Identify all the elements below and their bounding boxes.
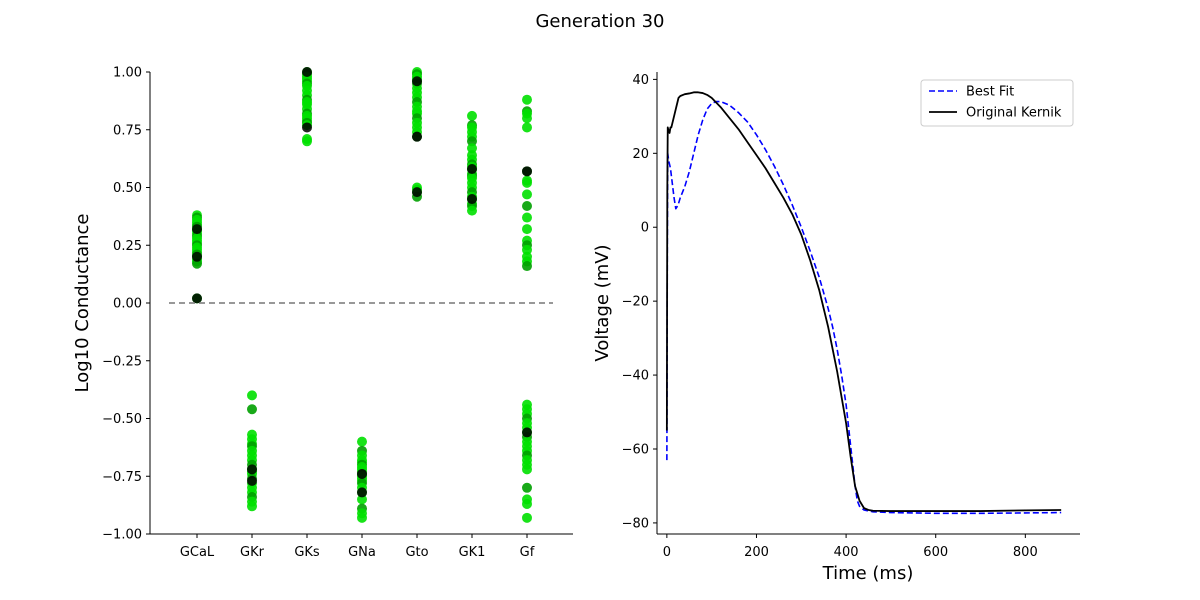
figure-title: Generation 30 [535,11,664,32]
right-x-axis-label: Time (ms) [822,563,914,584]
population-point-gf [522,512,532,523]
best-point-gna [357,468,367,479]
right-x-tick-label: 0 [663,545,671,560]
best-point-gk1 [467,194,477,205]
left-x-tick-label-gk1: GK1 [459,545,486,560]
right-x-tick-label: 600 [923,545,948,560]
left-x-tick-label-gkr: GKr [240,545,265,560]
conductance-scatter-panel: −1.00 −0.75 −0.50 −0.25 0.00 0.25 0.50 0.75 1.00… [72,66,573,560]
left-y-tick-label: 0.75 [113,123,142,138]
population-point-gk1 [467,143,477,154]
population-point-gna [357,512,367,523]
best-point-gto [412,187,422,198]
population-point-gf [522,482,532,493]
population-point-gks [302,136,312,147]
best-point-gcal [192,293,202,304]
right-y-tick-label: 20 [632,147,649,162]
population-point-gna [357,494,367,505]
scatter-points [192,67,532,523]
best-point-gf [522,427,532,438]
right-x-tick-label: 200 [744,545,769,560]
left-y-tick-label: −1.00 [102,528,142,543]
best-point-gcal [192,251,202,262]
population-point-gkr [247,404,257,415]
right-x-tick-label: 800 [1013,545,1038,560]
population-point-gf [522,189,532,200]
left-y-tick-label: 1.00 [113,66,142,81]
left-y-axis-label: Log10 Conductance [72,214,93,393]
legend-frame [920,79,1074,127]
population-point-gf [522,94,532,105]
series-line-original-kernik [665,91,1062,512]
population-point-gk1 [467,205,477,216]
population-point-gcal [192,258,202,269]
right-y-tick-label: 0 [641,221,649,236]
left-x-tick-label-gcal: GCaL [180,545,215,560]
best-point-gcal [192,224,202,235]
population-point-gf [522,200,532,211]
best-point-gk1 [467,164,477,175]
population-point-gf [522,464,532,475]
left-y-tick-label: 0.50 [113,181,142,196]
population-point-gna [357,436,367,447]
best-point-gf [522,166,532,177]
legend-label-best-fit: Best Fit [966,85,1014,100]
left-x-tick-label-gks: GKs [294,545,320,560]
population-point-gkr [247,390,257,401]
left-x-ticks: GCaL GKr GKs GNa Gto GK1 Gf [180,534,535,560]
best-point-gto [412,131,422,142]
left-y-tick-label: 0.00 [113,297,142,312]
left-y-ticks: −1.00 −0.75 −0.50 −0.25 0.00 0.25 0.50 0.75 1.00 [102,66,150,543]
population-point-gk1 [467,110,477,121]
left-x-tick-label-gto: Gto [405,545,428,560]
population-point-gf [522,244,532,255]
right-x-tick-label: 400 [834,545,859,560]
right-y-ticks: −80 −60 −40 −20 0 20 40 [622,73,657,531]
population-point-gf [522,224,532,235]
population-point-gf [522,498,532,509]
best-point-gto [412,76,422,87]
right-x-ticks: 0 200 400 600 800 [663,534,1038,560]
left-x-tick-label-gna: GNa [348,545,376,560]
population-point-gf [522,261,532,272]
legend: Best Fit Original Kernik [920,79,1074,127]
best-point-gna [357,487,367,498]
best-point-gks [302,122,312,133]
voltage-series [665,91,1062,515]
population-point-gk1 [467,136,477,147]
population-point-gf [522,122,532,133]
legend-label-original-kernik: Original Kernik [966,106,1062,121]
left-y-tick-label: 0.25 [113,239,142,254]
right-y-tick-label: 40 [632,73,649,88]
left-x-tick-label-gf: Gf [520,545,535,560]
left-y-tick-label: −0.25 [102,354,142,369]
population-point-gkr [247,501,257,512]
series-line-best-fit [666,100,1062,515]
population-point-gf [522,212,532,223]
left-y-tick-label: −0.50 [102,412,142,427]
left-y-tick-label: −0.75 [102,470,142,485]
best-point-gks [302,67,312,77]
right-y-tick-label: −20 [622,295,649,310]
right-y-tick-label: −40 [622,369,649,384]
population-point-gf [522,177,532,188]
best-point-gkr [247,475,257,486]
voltage-trace-panel: −80 −60 −40 −20 0 20 40 0 200 400 600 800 Voltage … [592,72,1080,584]
right-y-tick-label: −60 [622,442,649,457]
right-y-tick-label: −80 [622,516,649,531]
right-y-axis-label: Voltage (mV) [592,244,613,361]
population-point-gf [522,113,532,124]
best-point-gkr [247,464,257,475]
